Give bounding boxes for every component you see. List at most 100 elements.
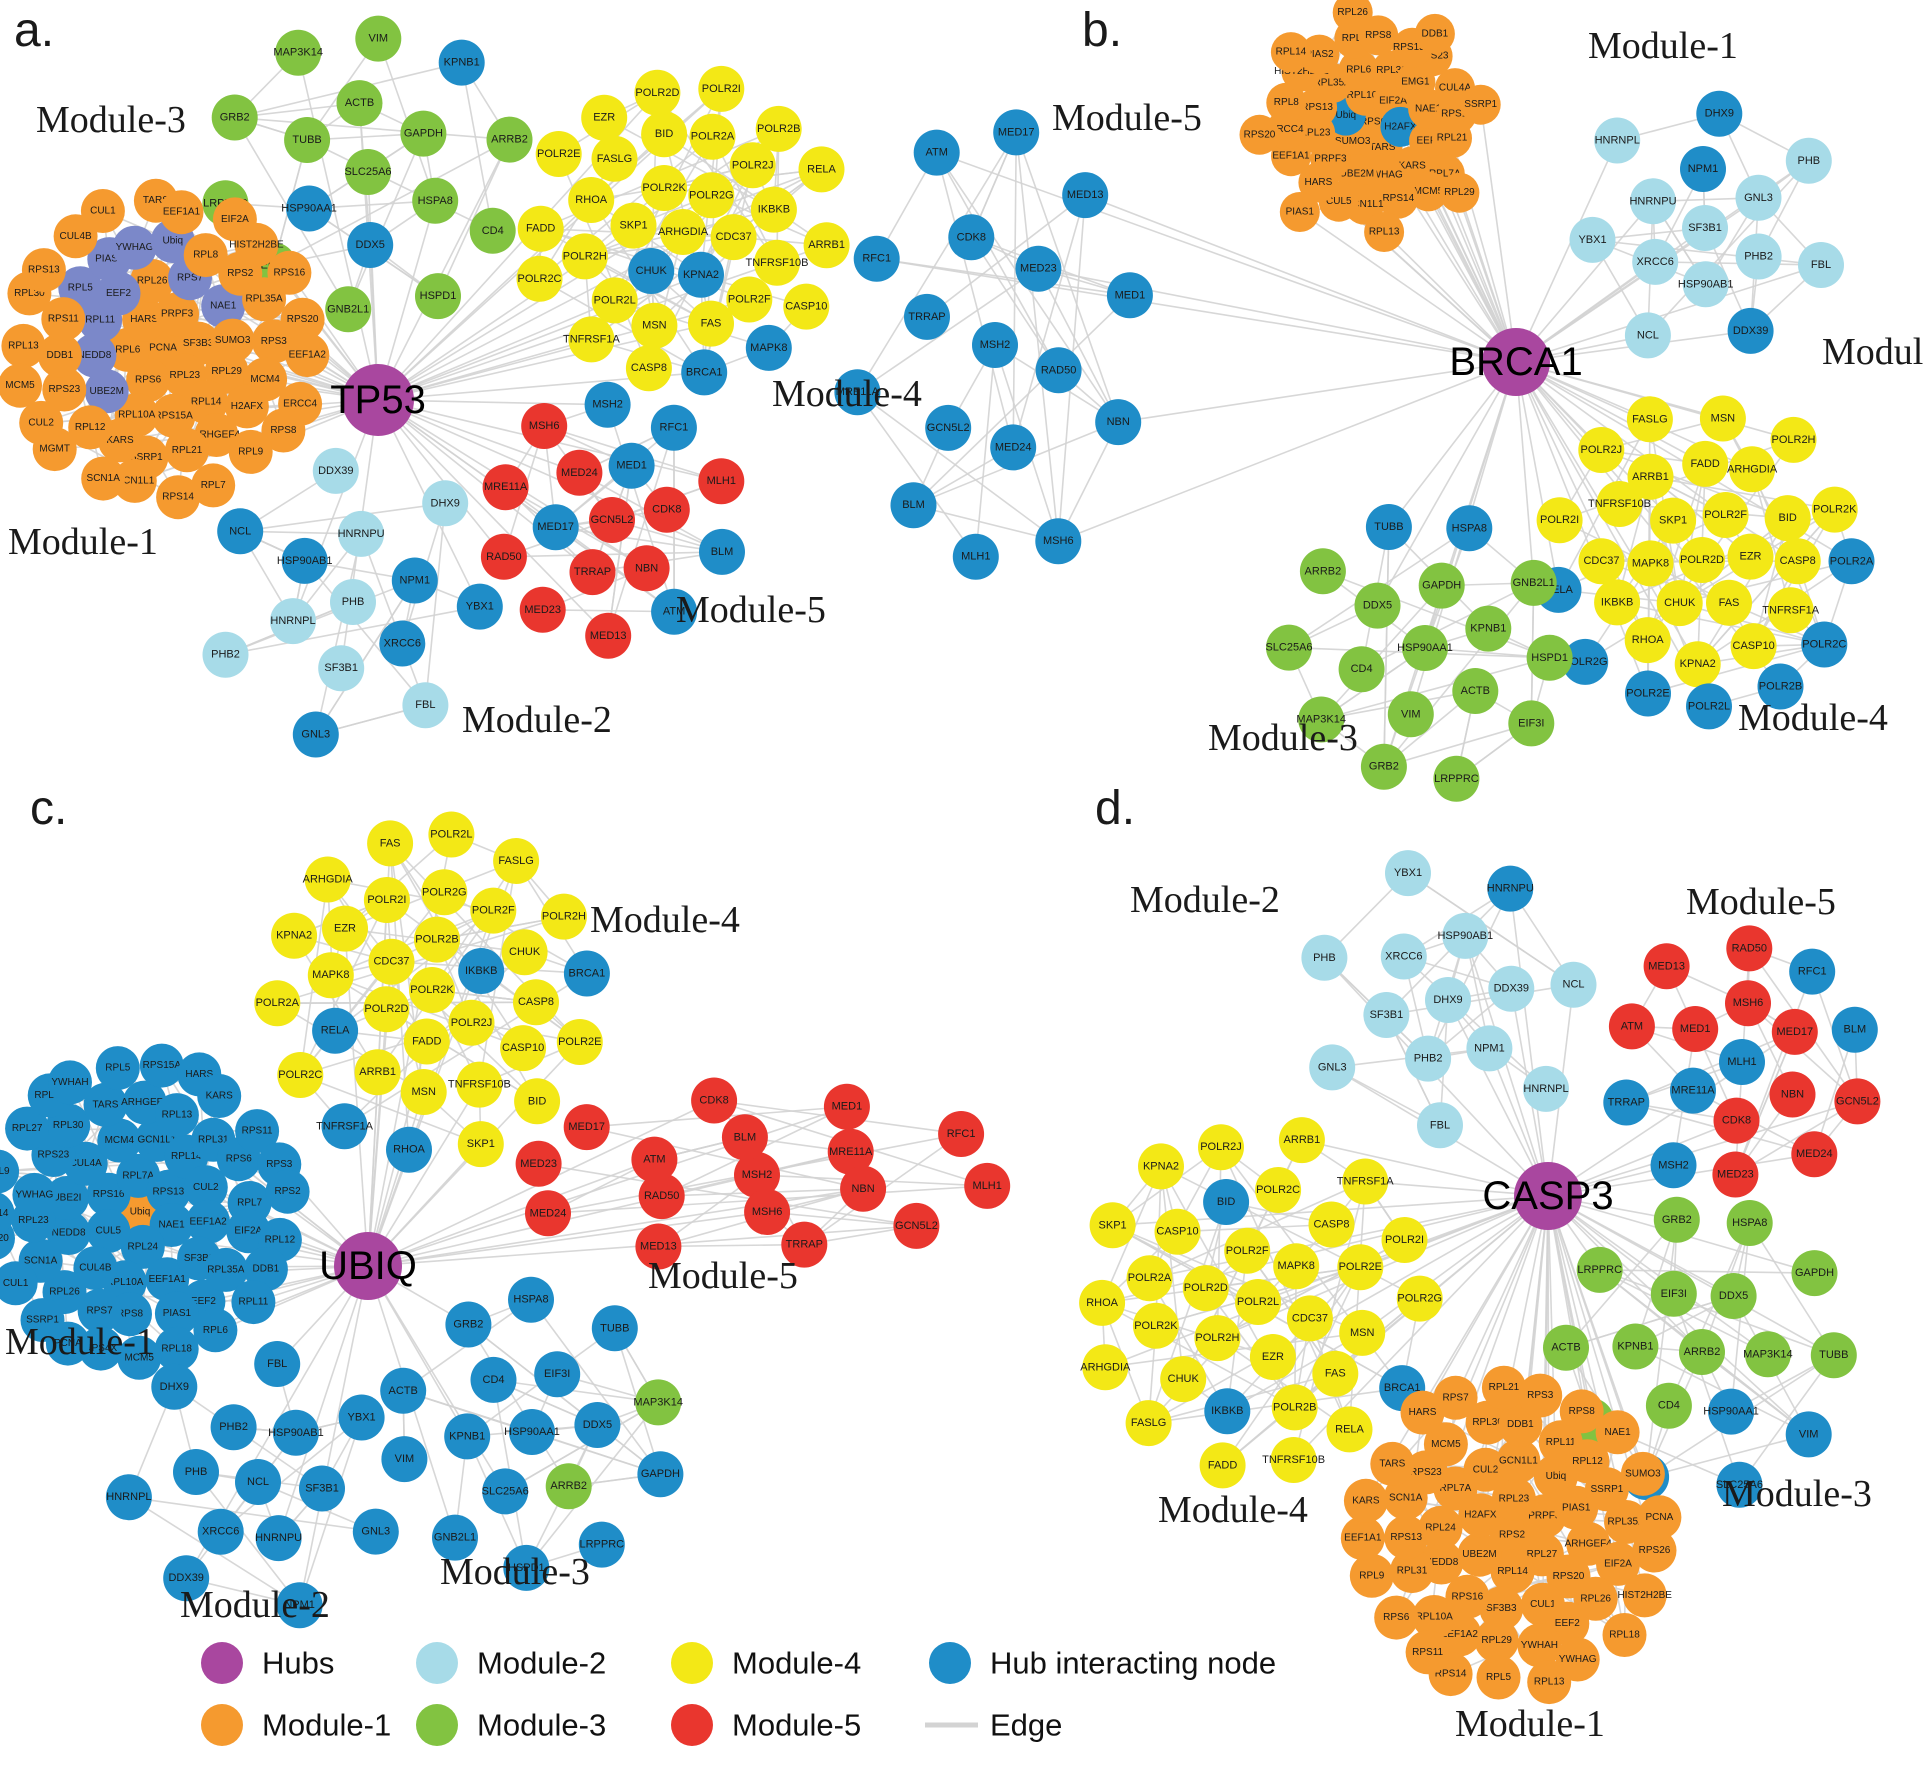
- node-ezr[interactable]: EZR: [581, 94, 628, 141]
- node-med23[interactable]: MED23: [1015, 245, 1062, 292]
- node-eef1a2[interactable]: EEF1A2: [186, 1199, 231, 1244]
- node-med24[interactable]: MED24: [1791, 1131, 1838, 1178]
- node-hspd1[interactable]: HSPD1: [1526, 634, 1573, 681]
- node-polr2a[interactable]: POLR2A: [254, 980, 301, 1027]
- node-rfc1[interactable]: RFC1: [938, 1111, 985, 1157]
- node-ikbkb[interactable]: IKBKB: [1204, 1388, 1251, 1435]
- node-hsp90ab1[interactable]: HSP90AB1: [268, 1409, 324, 1456]
- node-rps20[interactable]: RPS20: [1239, 114, 1280, 155]
- node-rps13[interactable]: RPS13: [1384, 1515, 1429, 1560]
- node-kpna2[interactable]: KPNA2: [271, 912, 318, 959]
- node-chuk[interactable]: CHUK: [1656, 580, 1703, 627]
- node-gnb2l1[interactable]: GNB2L1: [325, 286, 372, 333]
- node-ssrp1[interactable]: SSRP1: [1460, 84, 1501, 125]
- node-rpl13[interactable]: RPL13: [1, 323, 46, 368]
- node-rad50[interactable]: RAD50: [1035, 347, 1082, 394]
- node-skp1[interactable]: SKP1: [1650, 497, 1697, 544]
- node-rps11[interactable]: RPS11: [1405, 1630, 1450, 1675]
- node-arrb2[interactable]: ARRB2: [545, 1463, 592, 1510]
- node-faslg[interactable]: FASLG: [493, 838, 540, 884]
- node-ywhah[interactable]: YWHAH: [48, 1060, 92, 1105]
- node-polr2b[interactable]: POLR2B: [414, 916, 460, 963]
- hub-node-tp53[interactable]: TP53: [330, 364, 426, 436]
- node-rps6[interactable]: RPS6: [1374, 1595, 1419, 1640]
- node-kpnb1[interactable]: KPNB1: [1465, 605, 1512, 652]
- node-phb2[interactable]: PHB2: [202, 631, 249, 678]
- node-npm1[interactable]: NPM1: [1466, 1025, 1513, 1072]
- node-xrcc6[interactable]: XRCC6: [197, 1508, 244, 1555]
- node-arhgdia[interactable]: ARHGDIA: [1727, 446, 1778, 493]
- node-med24[interactable]: MED24: [990, 424, 1037, 471]
- node-phb[interactable]: PHB: [1301, 934, 1348, 981]
- node-polr2i[interactable]: POLR2I: [698, 65, 745, 112]
- node-hsp90aa1[interactable]: HSP90AA1: [281, 185, 337, 232]
- node-blm[interactable]: BLM: [699, 528, 745, 575]
- node-dhx9[interactable]: DHX9: [1425, 977, 1471, 1023]
- node-vim[interactable]: VIM: [381, 1436, 428, 1483]
- node-vim[interactable]: VIM: [355, 15, 402, 62]
- node-rpl13[interactable]: RPL13: [1527, 1660, 1572, 1705]
- node-msn[interactable]: MSN: [400, 1069, 447, 1115]
- node-fadd[interactable]: FADD: [403, 1018, 450, 1065]
- node-casp8[interactable]: CASP8: [625, 345, 672, 392]
- node-polr2k[interactable]: POLR2K: [409, 967, 455, 1013]
- node-phb2[interactable]: PHB2: [1735, 233, 1782, 280]
- node-actb[interactable]: ACTB: [380, 1367, 427, 1414]
- node-casp10[interactable]: CASP10: [1154, 1208, 1201, 1255]
- node-xrcc6[interactable]: XRCC6: [379, 620, 426, 667]
- node-rps3[interactable]: RPS3: [1518, 1373, 1563, 1418]
- node-npm1[interactable]: NPM1: [391, 557, 438, 604]
- node-rhoa[interactable]: RHOA: [386, 1126, 432, 1173]
- node-rad50[interactable]: RAD50: [1726, 925, 1773, 972]
- node-polr2a[interactable]: POLR2A: [689, 113, 736, 160]
- node-fadd[interactable]: FADD: [1199, 1442, 1246, 1489]
- node-polr2i[interactable]: POLR2I: [363, 877, 410, 923]
- node-phb[interactable]: PHB: [330, 579, 376, 625]
- node-med1[interactable]: MED1: [608, 442, 655, 489]
- node-phb[interactable]: PHB: [1785, 137, 1832, 184]
- node-polr2h[interactable]: POLR2H: [561, 233, 608, 280]
- node-gapdh[interactable]: GAPDH: [400, 110, 447, 157]
- node-tars[interactable]: TARS: [1370, 1441, 1415, 1486]
- node-fas[interactable]: FAS: [1706, 579, 1752, 626]
- node-polr2h[interactable]: POLR2H: [1770, 416, 1817, 463]
- node-ncl[interactable]: NCL: [1550, 961, 1597, 1008]
- node-polr2j[interactable]: POLR2J: [1578, 427, 1625, 473]
- node-chuk[interactable]: CHUK: [628, 248, 675, 294]
- node-casp8[interactable]: CASP8: [1308, 1201, 1355, 1248]
- node-polr2f[interactable]: POLR2F: [1702, 492, 1749, 538]
- node-msh2[interactable]: MSH2: [1650, 1142, 1697, 1189]
- node-polr2b[interactable]: POLR2B: [755, 105, 802, 152]
- node-actb[interactable]: ACTB: [1543, 1324, 1589, 1371]
- node-pias1[interactable]: PIAS1: [1279, 192, 1320, 232]
- node-mlh1[interactable]: MLH1: [964, 1162, 1011, 1209]
- node-rpl11[interactable]: RPL11: [231, 1280, 276, 1325]
- node-hspd1[interactable]: HSPD1: [415, 273, 461, 320]
- node-grb2[interactable]: GRB2: [211, 94, 258, 141]
- node-eef1a2[interactable]: EEF1A2: [285, 333, 330, 378]
- node-kars[interactable]: KARS: [1343, 1478, 1388, 1523]
- node-ybx1[interactable]: YBX1: [456, 583, 503, 630]
- node-polr2d[interactable]: POLR2D: [363, 986, 410, 1033]
- node-blm[interactable]: BLM: [890, 482, 937, 529]
- node-sf3b1[interactable]: SF3B1: [1682, 205, 1728, 251]
- node-rpl9[interactable]: RPL9: [1349, 1553, 1394, 1598]
- node-kpnb1[interactable]: KPNB1: [1612, 1323, 1659, 1370]
- node-slc25a6[interactable]: SLC25A6: [344, 149, 392, 195]
- node-hspa8[interactable]: HSPA8: [412, 177, 459, 224]
- node-fadd[interactable]: FADD: [517, 205, 564, 252]
- node-phb2[interactable]: PHB2: [210, 1404, 257, 1451]
- node-sf3b1[interactable]: SF3B1: [318, 645, 365, 692]
- node-hspa8[interactable]: HSPA8: [1446, 505, 1493, 552]
- node-mlh1[interactable]: MLH1: [952, 533, 999, 580]
- node-vim[interactable]: VIM: [1387, 691, 1434, 738]
- node-polr2c[interactable]: POLR2C: [516, 255, 563, 302]
- node-mapk8[interactable]: MAPK8: [745, 324, 792, 371]
- node-med17[interactable]: MED17: [1771, 1008, 1818, 1055]
- node-casp8[interactable]: CASP8: [513, 979, 559, 1026]
- node-lrpprc[interactable]: LRPPRC: [1433, 755, 1480, 802]
- node-med24[interactable]: MED24: [525, 1190, 571, 1237]
- node-rela[interactable]: RELA: [312, 1007, 359, 1054]
- node-phb[interactable]: PHB: [173, 1449, 219, 1495]
- node-blm[interactable]: BLM: [721, 1114, 768, 1161]
